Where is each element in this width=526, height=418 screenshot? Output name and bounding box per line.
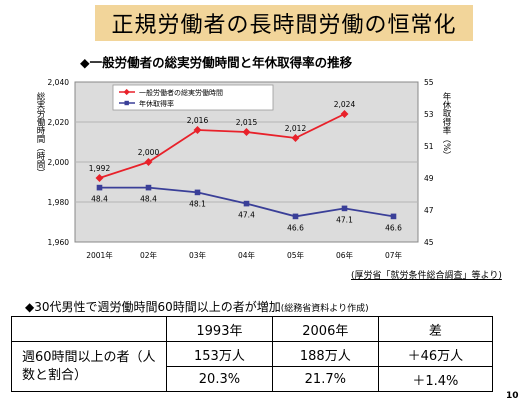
x-tick-label: 03年 <box>189 250 207 260</box>
data-label: 46.6 <box>385 223 402 232</box>
data-label: 46.6 <box>287 223 304 232</box>
row-label-line1: 週60時間以上の者（人 <box>22 349 156 365</box>
legend-marker <box>123 88 130 96</box>
x-tick-label: 06年 <box>336 250 354 260</box>
page-title: 正規労働者の長時間労働の恒常化 <box>111 13 457 38</box>
x-tick-label: 02年 <box>140 250 158 260</box>
stats-table: 1993年 2006年 差 週60時間以上の者（人 数と割合） 153万人 18… <box>11 316 494 392</box>
data-point <box>95 174 104 182</box>
y2-tick-label: 49 <box>424 174 434 183</box>
x-tick-label: 07年 <box>385 250 403 260</box>
table-cell: 188万人 <box>271 341 379 367</box>
data-point <box>292 213 299 220</box>
data-point <box>390 213 397 220</box>
data-point <box>144 158 153 166</box>
table-row-label: 週60時間以上の者（人 数と割合） <box>11 341 167 392</box>
data-label: 2,000 <box>138 148 160 157</box>
table-corner-cell <box>11 316 167 342</box>
data-label: 48.4 <box>91 195 108 204</box>
y-tick-label: 2,040 <box>48 78 70 87</box>
data-label: 48.1 <box>189 199 206 208</box>
legend-label: 年休取得率 <box>139 99 174 108</box>
data-label: 2,012 <box>285 124 307 133</box>
y-axis-label: 総実労働時間（時間） <box>35 91 45 177</box>
source-note: (厚労省「就労条件総合調査」等より) <box>351 271 502 281</box>
data-point <box>243 200 250 207</box>
y2-axis-label: 年休取得率（%） <box>441 91 451 159</box>
data-point <box>341 205 348 212</box>
data-label: 2,024 <box>334 100 356 109</box>
data-point <box>145 184 152 191</box>
y2-tick-label: 53 <box>424 110 434 119</box>
table-cell: 153万人 <box>166 341 273 367</box>
data-label: 47.1 <box>336 215 353 224</box>
y-tick-label: 1,960 <box>48 238 70 247</box>
y-tick-label: 2,000 <box>48 158 70 167</box>
data-label: 47.4 <box>238 211 255 220</box>
data-point <box>291 134 300 142</box>
data-point <box>242 128 251 136</box>
table-row: 週60時間以上の者（人 数と割合） 153万人 188万人 ＋46万人 <box>11 341 494 392</box>
y2-tick-label: 45 <box>424 238 434 247</box>
page-number: 10 <box>506 391 519 401</box>
y2-tick-label: 55 <box>424 78 434 87</box>
table-row: 20.3% 21.7% ＋1.4% <box>12 366 494 392</box>
legend-label: 一般労働者の総実労働時間 <box>139 88 223 97</box>
table-header-diff: 差 <box>377 316 494 342</box>
table-header-1993: 1993年 <box>166 316 273 342</box>
y-tick-label: 2,020 <box>48 118 70 127</box>
x-tick-label: 04年 <box>238 250 256 260</box>
series-line <box>99 113 345 179</box>
row-label-line2: 数と割合） <box>22 367 88 383</box>
table-cell: ＋46万人 <box>377 341 494 367</box>
y-tick-label: 1,980 <box>48 198 70 207</box>
legend-box <box>112 84 274 111</box>
table-caption-main: ◆30代男性で週労働時間60時間以上の者が増加 <box>25 300 281 314</box>
table-cell: ＋1.4% <box>377 366 494 392</box>
data-label: 2,016 <box>187 116 209 125</box>
table-header-row: 1993年 2006年 差 <box>11 316 494 342</box>
table-cell: 21.7% <box>271 366 379 392</box>
chart-title: ◆一般労働者の総実労働時間と年休取得率の推移 <box>80 55 353 70</box>
data-point <box>194 189 201 196</box>
title-band: 正規労働者の長時間労働の恒常化 <box>95 5 473 41</box>
data-label: 2,015 <box>236 118 258 127</box>
y2-tick-label: 47 <box>424 206 434 215</box>
table-cell: 20.3% <box>166 366 273 392</box>
data-label: 48.4 <box>140 195 157 204</box>
data-point <box>96 184 103 191</box>
line-chart: 1,960 1,980 2,000 2,020 2,040 45 47 49 51 53 55 200… <box>35 78 451 260</box>
y2-tick-label: 51 <box>424 142 434 151</box>
table-caption: ◆30代男性で週労働時間60時間以上の者が増加(総務省資料より作成) <box>25 298 369 315</box>
x-tick-label: 05年 <box>287 250 305 260</box>
x-tick-label: 2001年 <box>86 250 113 260</box>
table-caption-note: (総務省資料より作成) <box>280 304 369 314</box>
table-header-2006: 2006年 <box>271 316 379 342</box>
legend-marker <box>124 100 129 106</box>
data-label: 1,992 <box>89 164 111 173</box>
